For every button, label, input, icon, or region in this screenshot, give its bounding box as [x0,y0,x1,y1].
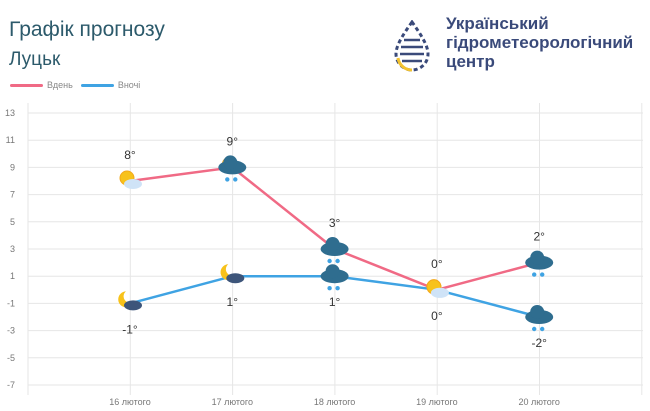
data-label: -2° [531,336,547,350]
org-line: Український [446,14,549,33]
page-title: Графік прогнозу [9,18,165,41]
y-tick-label: 7 [10,190,15,200]
data-label: 0° [431,257,443,271]
org-name: Український гідрометеорологічний центр [446,14,633,71]
x-tick-label: 20 лютого [518,397,559,407]
org-line: гідрометеорологічний [446,33,634,52]
y-tick-label: 13 [5,108,15,118]
y-tick-label: 5 [10,217,15,227]
y-tick-label: 1 [10,271,15,281]
x-tick-label: 16 лютого [109,397,150,407]
forecast-chart: 13 11 9 7 5 3 1 -1 -3 -5 -7 16 лютого 17 лютого 18 лю… [5,103,643,407]
x-tick-label: 19 лютого [416,397,457,407]
y-tick-label: 11 [6,135,15,145]
sun-cloud-icon [426,279,449,298]
ugmc-logo-icon [394,20,430,72]
legend-night-swatch[interactable] [80,83,114,87]
legend-day-label[interactable]: Вдень [47,80,73,90]
moon-cloud-icon [118,291,142,311]
y-tick-label: -5 [7,353,15,363]
data-label: 1° [329,295,341,309]
data-label: 9° [227,134,239,148]
moon-cloud-icon [220,264,245,284]
sun-rain-cloud-icon [218,155,247,182]
legend-day-swatch[interactable] [10,83,43,87]
city-name: Луцьк [9,49,61,70]
rain-snow-cloud-icon [320,264,349,291]
rain-snow-cloud-icon [320,237,349,264]
legend: Вдень Вночі [10,80,140,90]
legend-night-label[interactable]: Вночі [117,80,141,90]
y-tick-label: 9 [10,162,15,172]
y-tick-label: -3 [7,326,15,336]
data-label: -1° [122,322,138,336]
data-label: 2° [533,230,545,244]
y-tick-label: -7 [7,380,15,390]
data-label: 8° [124,148,136,162]
sun-cloud-icon [119,170,142,189]
x-tick-label: 18 лютого [314,397,355,407]
data-label: 1° [227,295,239,309]
org-line: центр [446,52,495,71]
y-tick-label: 3 [10,244,15,254]
rain-snow-cloud-icon [525,305,554,332]
x-tick-label: 17 лютого [212,397,253,407]
data-label: 0° [431,309,443,323]
data-label: 3° [329,216,341,230]
y-tick-label: -1 [7,298,15,308]
rain-snow-cloud-icon [525,250,554,277]
